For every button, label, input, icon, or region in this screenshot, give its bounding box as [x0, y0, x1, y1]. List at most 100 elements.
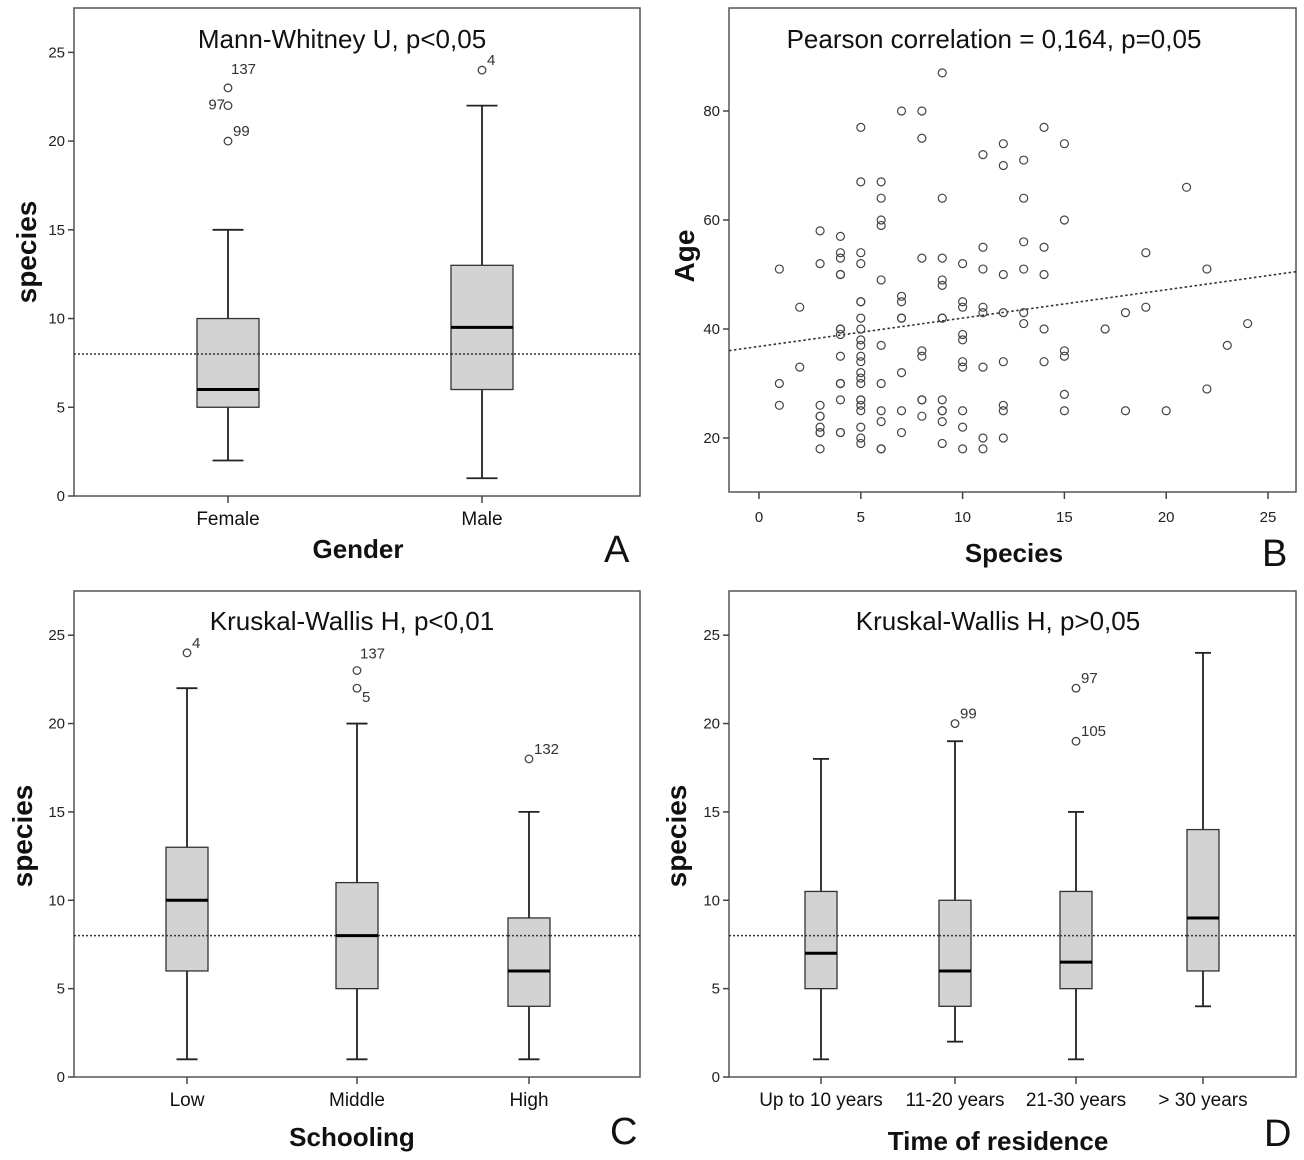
scatter-point: [1202, 264, 1212, 274]
scatter-point: [937, 395, 947, 405]
scatter-point: [856, 422, 866, 432]
scatter-point: [856, 378, 866, 389]
scatter-point: [937, 275, 947, 285]
scatter-point: [978, 308, 988, 318]
outlier-label: 4: [487, 52, 495, 69]
panel-d-residence-boxplot: Kruskal-Wallis H, p>0,05 Time of residen…: [661, 590, 1297, 1156]
box: [1059, 890, 1093, 990]
outlier-point: [182, 648, 192, 658]
y-tick-label: 25: [703, 627, 720, 644]
scatter-point: [896, 406, 907, 416]
scatter-point: [774, 264, 784, 274]
y-tick-label: 20: [703, 430, 720, 447]
box: [165, 846, 209, 972]
scatter-point: [856, 335, 866, 345]
outlier-point: [1071, 736, 1081, 746]
x-tick-label: 11-20 years: [906, 1090, 1005, 1111]
outlier-point: [223, 136, 233, 146]
scatter-point: [1019, 308, 1029, 318]
scatter-point: [856, 259, 866, 269]
x-axis-title: Gender: [312, 534, 403, 564]
panel-letter: A: [604, 529, 630, 571]
scatter-point: [876, 177, 886, 187]
scatter-point: [957, 444, 968, 454]
x-tick-label: Up to 10 years: [759, 1090, 883, 1111]
scatter-point: [835, 427, 846, 438]
y-axis-title: species: [661, 785, 692, 888]
outlier-label: 132: [534, 741, 559, 758]
scatter-point: [937, 253, 947, 263]
plot-title: Kruskal-Wallis H, p<0,01: [210, 606, 494, 636]
x-tick-label: 20: [1158, 509, 1175, 526]
scatter-point: [937, 68, 947, 78]
x-tick-label: 21-30 years: [1026, 1090, 1126, 1111]
outlier-point: [477, 65, 487, 75]
y-tick-label: 10: [703, 892, 720, 909]
y-tick-label: 15: [48, 804, 65, 821]
plot-frame: [73, 7, 641, 497]
scatter-point: [774, 400, 784, 410]
panel-a-gender-boxplot: Mann-Whitney U, p<0,05 Gender species A …: [11, 7, 641, 571]
panel-letter: C: [610, 1111, 637, 1153]
outlier-label: 99: [233, 123, 250, 140]
y-tick-label: 25: [48, 627, 65, 644]
scatter-point: [896, 368, 907, 378]
y-tick-label: 5: [712, 981, 720, 998]
scatter-point: [835, 395, 846, 405]
scatter-point: [1039, 242, 1049, 252]
outlier-point: [1071, 683, 1081, 693]
scatter-point: [795, 362, 805, 372]
scatter-point: [835, 324, 846, 334]
scatter-point: [1222, 340, 1232, 350]
scatter-point: [896, 291, 907, 301]
scatter-point: [835, 231, 846, 241]
scatter-point: [835, 269, 846, 280]
y-tick-label: 80: [703, 103, 720, 120]
scatter-point: [1161, 406, 1171, 416]
plot-title: Kruskal-Wallis H, p>0,05: [856, 606, 1140, 636]
x-tick-label: 15: [1056, 509, 1073, 526]
scatter-point: [978, 302, 988, 312]
scatter-point: [856, 368, 866, 378]
scatter-point: [998, 139, 1008, 149]
plot-title: Pearson correlation = 0,164, p=0,05: [787, 24, 1202, 54]
scatter-point: [957, 335, 968, 345]
scatter-point: [856, 177, 866, 187]
scatter-point: [917, 106, 927, 116]
scatter-point: [856, 122, 866, 132]
scatter-point: [998, 308, 1008, 318]
scatter-point: [1019, 264, 1029, 274]
outlier-label: 4: [192, 635, 200, 652]
scatter-point: [876, 220, 886, 231]
y-tick-label: 0: [712, 1069, 720, 1086]
y-tick-label: 0: [57, 1069, 65, 1086]
y-axis-title: species: [11, 201, 42, 304]
y-tick-label: 15: [703, 804, 720, 821]
scatter-point: [1019, 193, 1029, 203]
x-axis-title: Species: [965, 538, 1063, 568]
scatter-point: [1039, 122, 1049, 132]
scatter-point: [917, 253, 927, 263]
scatter-point: [937, 417, 947, 427]
plot-frame: [728, 590, 1297, 1078]
scatter-point: [1059, 139, 1070, 149]
scatter-point: [937, 438, 947, 449]
scatter-point: [957, 422, 968, 432]
scatter-point: [856, 248, 866, 258]
scatter-point: [1019, 155, 1029, 165]
y-tick-label: 5: [57, 399, 65, 416]
y-tick-label: 25: [48, 44, 65, 61]
x-tick-label: Female: [196, 509, 259, 530]
y-tick-label: 20: [48, 716, 65, 733]
y-axis-title: Age: [669, 230, 700, 283]
scatter-point: [774, 378, 784, 389]
scatter-point: [815, 411, 825, 421]
y-tick-label: 0: [57, 488, 65, 505]
x-tick-label: Low: [170, 1090, 205, 1111]
y-tick-label: 10: [48, 311, 65, 328]
scatter-point: [1019, 318, 1029, 329]
box: [196, 317, 260, 408]
regression-line: [728, 270, 1297, 352]
scatter-point: [876, 444, 886, 454]
